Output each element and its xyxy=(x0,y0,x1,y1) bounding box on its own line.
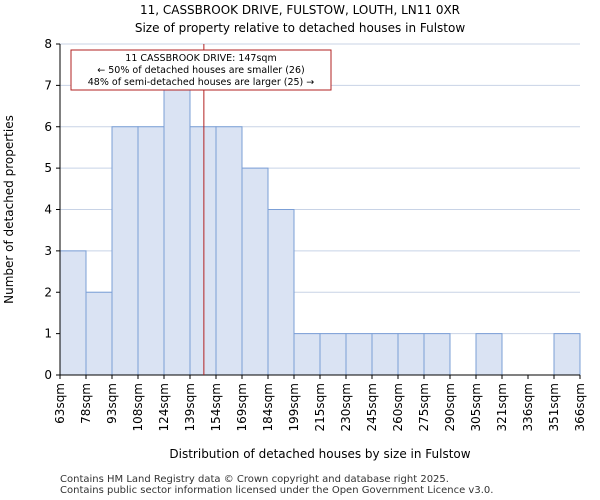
histogram-bar xyxy=(215,126,243,376)
y-tick-label: 0 xyxy=(44,368,52,382)
histogram-bar xyxy=(85,291,113,376)
annotation-box xyxy=(70,49,332,91)
x-tick-label: 245sqm xyxy=(365,383,379,431)
histogram-bar xyxy=(59,250,87,376)
histogram-bar xyxy=(371,333,399,376)
annotation-text: 11 CASSBROOK DRIVE: 147sqm xyxy=(125,53,276,64)
histogram-bar xyxy=(475,333,503,376)
y-axis-title: Number of detached properties xyxy=(2,115,16,304)
x-tick-label: 108sqm xyxy=(131,383,145,431)
y-tick-label: 3 xyxy=(44,244,52,258)
histogram-bar xyxy=(163,84,191,376)
y-tick-label: 7 xyxy=(44,78,52,92)
x-tick-label: 124sqm xyxy=(157,383,171,431)
histogram-bar xyxy=(241,167,269,376)
footer-licence: Contains public sector information licen… xyxy=(60,485,494,496)
y-tick-label: 8 xyxy=(44,37,52,51)
x-tick-label: 63sqm xyxy=(53,383,67,424)
histogram-bar xyxy=(137,126,165,376)
x-tick-label: 154sqm xyxy=(209,383,223,431)
x-tick-label: 351sqm xyxy=(547,383,561,431)
y-tick-label: 2 xyxy=(44,285,52,299)
histogram-bar xyxy=(189,126,217,376)
histogram-bar xyxy=(293,333,321,376)
x-tick-label: 275sqm xyxy=(417,383,431,431)
histogram-bar xyxy=(423,333,451,376)
x-tick-label: 290sqm xyxy=(443,383,457,431)
x-tick-label: 321sqm xyxy=(495,383,509,431)
x-tick-label: 199sqm xyxy=(287,383,301,431)
chart-subtitle: Size of property relative to detached ho… xyxy=(134,21,466,35)
x-tick-label: 139sqm xyxy=(183,383,197,431)
histogram-bar xyxy=(345,333,373,376)
x-tick-label: 366sqm xyxy=(573,383,587,431)
x-tick-label: 230sqm xyxy=(339,383,353,431)
x-tick-label: 305sqm xyxy=(469,383,483,431)
histogram-bar xyxy=(319,333,347,376)
chart-title: 11, CASSBROOK DRIVE, FULSTOW, LOUTH, LN1… xyxy=(139,3,461,17)
x-tick-label: 184sqm xyxy=(261,383,275,431)
x-tick-label: 336sqm xyxy=(521,383,535,431)
annotation-text: ← 50% of detached houses are smaller (26… xyxy=(97,65,304,76)
histogram-bar xyxy=(397,333,425,376)
x-tick-label: 93sqm xyxy=(105,383,119,424)
histogram-bar xyxy=(111,126,139,376)
annotation-text: 48% of semi-detached houses are larger (… xyxy=(88,77,315,88)
histogram-bar xyxy=(553,333,581,376)
histogram-bar xyxy=(267,209,295,376)
x-tick-label: 169sqm xyxy=(235,383,249,431)
x-axis-title: Distribution of detached houses by size … xyxy=(169,447,470,461)
y-tick-label: 6 xyxy=(44,120,52,134)
y-tick-label: 5 xyxy=(44,161,52,175)
y-tick-label: 4 xyxy=(44,203,52,217)
x-tick-label: 260sqm xyxy=(391,383,405,431)
footer-copyright: Contains HM Land Registry data © Crown c… xyxy=(60,474,449,485)
x-tick-label: 78sqm xyxy=(79,383,93,424)
y-tick-label: 1 xyxy=(44,327,52,341)
x-tick-label: 215sqm xyxy=(313,383,327,431)
